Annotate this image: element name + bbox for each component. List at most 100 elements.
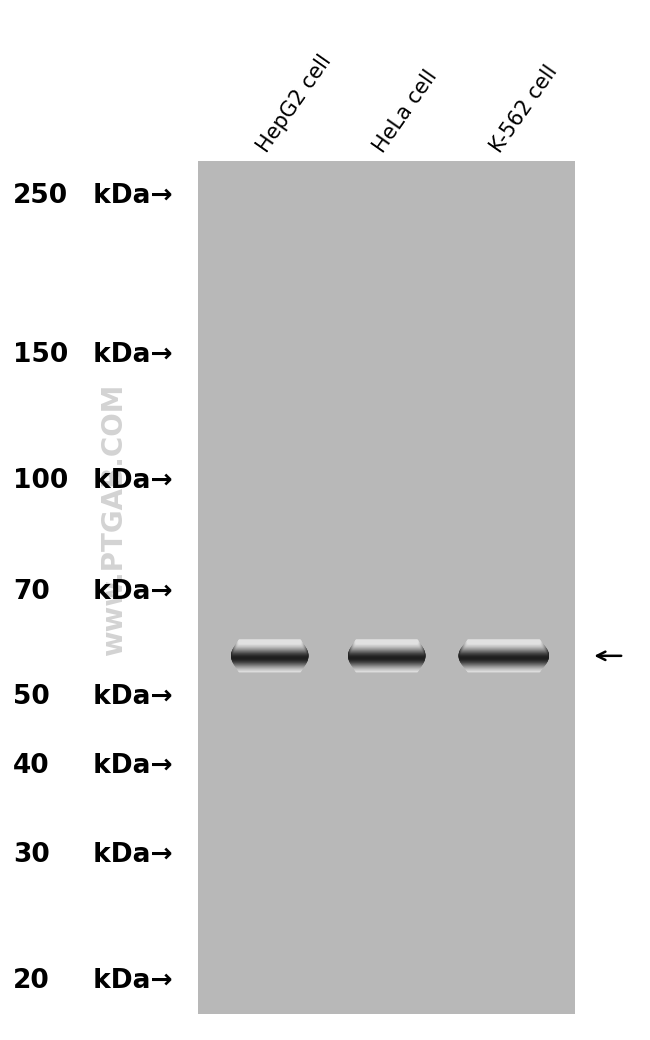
FancyBboxPatch shape bbox=[355, 640, 419, 645]
FancyBboxPatch shape bbox=[354, 642, 420, 647]
FancyBboxPatch shape bbox=[459, 652, 549, 657]
FancyBboxPatch shape bbox=[459, 651, 549, 656]
FancyBboxPatch shape bbox=[348, 656, 425, 661]
FancyBboxPatch shape bbox=[237, 666, 303, 670]
Text: 30: 30 bbox=[13, 842, 50, 868]
FancyBboxPatch shape bbox=[236, 664, 304, 669]
FancyBboxPatch shape bbox=[467, 640, 541, 645]
FancyBboxPatch shape bbox=[238, 667, 302, 672]
FancyBboxPatch shape bbox=[463, 645, 545, 649]
FancyBboxPatch shape bbox=[460, 650, 548, 655]
FancyBboxPatch shape bbox=[460, 658, 547, 664]
FancyBboxPatch shape bbox=[235, 645, 305, 650]
FancyBboxPatch shape bbox=[236, 643, 304, 648]
FancyBboxPatch shape bbox=[350, 647, 423, 651]
FancyBboxPatch shape bbox=[352, 661, 422, 667]
Text: www.PTGAB.COM: www.PTGAB.COM bbox=[99, 384, 128, 656]
FancyBboxPatch shape bbox=[233, 658, 307, 664]
FancyBboxPatch shape bbox=[355, 667, 419, 672]
FancyBboxPatch shape bbox=[233, 647, 306, 651]
FancyBboxPatch shape bbox=[460, 656, 548, 661]
FancyBboxPatch shape bbox=[352, 645, 422, 650]
Text: HeLa cell: HeLa cell bbox=[370, 67, 441, 156]
FancyBboxPatch shape bbox=[231, 655, 308, 660]
FancyBboxPatch shape bbox=[231, 656, 308, 661]
FancyBboxPatch shape bbox=[237, 666, 302, 671]
FancyBboxPatch shape bbox=[352, 664, 421, 668]
FancyBboxPatch shape bbox=[352, 645, 422, 649]
FancyBboxPatch shape bbox=[464, 664, 543, 669]
FancyBboxPatch shape bbox=[354, 666, 419, 671]
FancyBboxPatch shape bbox=[348, 654, 425, 659]
FancyBboxPatch shape bbox=[231, 654, 308, 658]
Text: kDa→: kDa→ bbox=[84, 753, 173, 779]
FancyBboxPatch shape bbox=[467, 668, 541, 673]
Text: 250: 250 bbox=[13, 183, 68, 209]
Text: kDa→: kDa→ bbox=[84, 342, 173, 368]
FancyBboxPatch shape bbox=[238, 668, 302, 673]
Bar bbox=[198, 161, 575, 1014]
FancyBboxPatch shape bbox=[231, 651, 308, 656]
FancyBboxPatch shape bbox=[460, 649, 547, 654]
FancyBboxPatch shape bbox=[348, 656, 425, 660]
FancyBboxPatch shape bbox=[349, 649, 424, 654]
FancyBboxPatch shape bbox=[231, 654, 308, 659]
FancyBboxPatch shape bbox=[460, 648, 547, 653]
FancyBboxPatch shape bbox=[465, 666, 542, 670]
FancyBboxPatch shape bbox=[351, 660, 422, 666]
FancyBboxPatch shape bbox=[348, 650, 425, 655]
FancyBboxPatch shape bbox=[235, 645, 305, 649]
FancyBboxPatch shape bbox=[237, 665, 303, 670]
FancyBboxPatch shape bbox=[459, 653, 549, 658]
FancyBboxPatch shape bbox=[232, 649, 307, 654]
FancyBboxPatch shape bbox=[351, 646, 422, 651]
FancyBboxPatch shape bbox=[463, 662, 545, 668]
FancyBboxPatch shape bbox=[232, 657, 307, 662]
FancyBboxPatch shape bbox=[234, 646, 306, 651]
FancyBboxPatch shape bbox=[460, 658, 547, 664]
FancyBboxPatch shape bbox=[234, 660, 306, 666]
FancyBboxPatch shape bbox=[462, 660, 545, 666]
Text: 20: 20 bbox=[13, 968, 50, 994]
FancyBboxPatch shape bbox=[233, 660, 306, 666]
FancyBboxPatch shape bbox=[349, 649, 424, 654]
FancyBboxPatch shape bbox=[353, 643, 421, 648]
FancyBboxPatch shape bbox=[355, 668, 419, 673]
FancyBboxPatch shape bbox=[465, 665, 543, 670]
FancyBboxPatch shape bbox=[237, 642, 303, 647]
FancyBboxPatch shape bbox=[349, 657, 424, 662]
FancyBboxPatch shape bbox=[235, 664, 304, 668]
FancyBboxPatch shape bbox=[237, 642, 303, 647]
FancyBboxPatch shape bbox=[462, 646, 545, 651]
FancyBboxPatch shape bbox=[231, 653, 308, 658]
Text: 100: 100 bbox=[13, 468, 68, 494]
FancyBboxPatch shape bbox=[465, 642, 543, 647]
FancyBboxPatch shape bbox=[459, 654, 549, 658]
Text: kDa→: kDa→ bbox=[84, 968, 173, 994]
FancyBboxPatch shape bbox=[232, 649, 307, 654]
FancyBboxPatch shape bbox=[238, 640, 302, 645]
FancyBboxPatch shape bbox=[350, 658, 424, 664]
Text: 40: 40 bbox=[13, 753, 49, 779]
FancyBboxPatch shape bbox=[352, 644, 421, 649]
FancyBboxPatch shape bbox=[354, 641, 419, 646]
FancyBboxPatch shape bbox=[459, 655, 549, 660]
FancyBboxPatch shape bbox=[235, 644, 304, 649]
Text: 50: 50 bbox=[13, 683, 50, 709]
FancyBboxPatch shape bbox=[461, 659, 547, 665]
FancyBboxPatch shape bbox=[350, 647, 424, 652]
FancyBboxPatch shape bbox=[235, 662, 305, 668]
FancyBboxPatch shape bbox=[354, 666, 420, 670]
FancyBboxPatch shape bbox=[462, 660, 546, 666]
FancyBboxPatch shape bbox=[459, 654, 549, 659]
Text: K-562 cell: K-562 cell bbox=[488, 61, 562, 156]
FancyBboxPatch shape bbox=[354, 665, 420, 670]
Text: kDa→: kDa→ bbox=[84, 579, 173, 605]
FancyBboxPatch shape bbox=[460, 657, 548, 662]
FancyBboxPatch shape bbox=[352, 662, 422, 668]
FancyBboxPatch shape bbox=[467, 667, 541, 672]
FancyBboxPatch shape bbox=[348, 653, 425, 658]
FancyBboxPatch shape bbox=[462, 647, 546, 651]
Text: kDa→: kDa→ bbox=[84, 468, 173, 494]
FancyBboxPatch shape bbox=[460, 649, 548, 654]
